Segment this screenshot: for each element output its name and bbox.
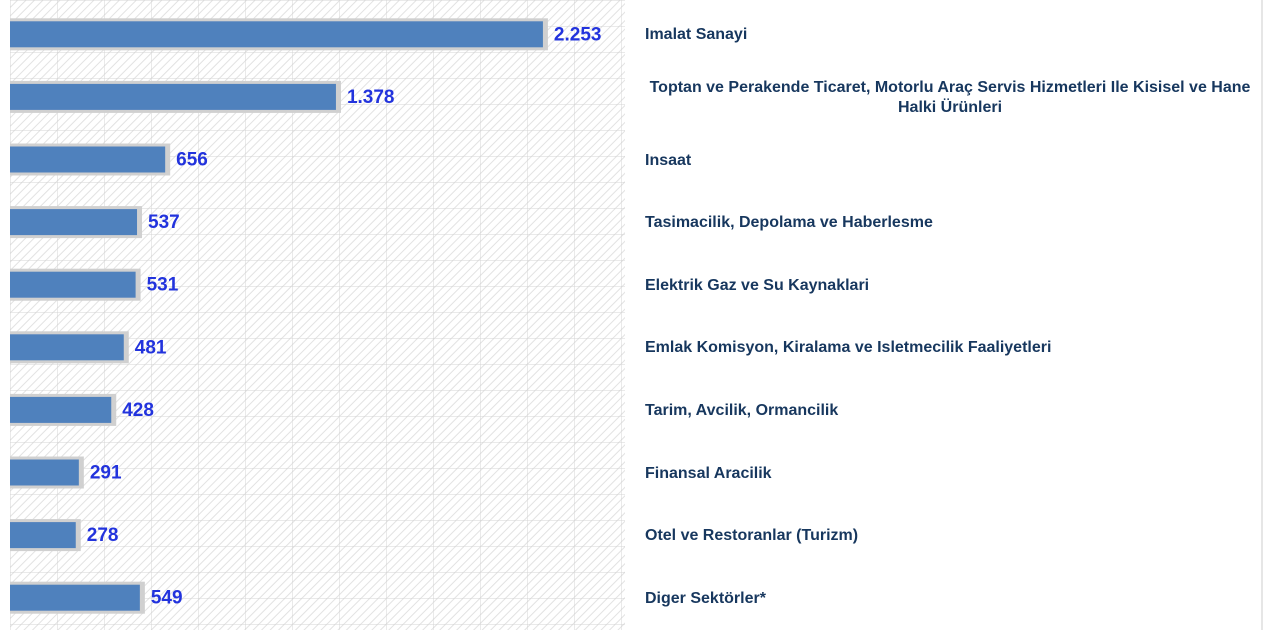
- category-label: Otel ve Restoranlar (Turizm): [645, 527, 859, 545]
- category-label: Finansal Aracilik: [645, 464, 772, 482]
- category-label: Emlak Komisyon, Kiralama ve Isletmecilik…: [645, 339, 1052, 357]
- bar: [10, 209, 138, 236]
- bar: [10, 83, 336, 110]
- bar: [10, 271, 136, 298]
- category-label: Elektrik Gaz ve Su Kaynaklari: [645, 276, 870, 294]
- value-label: 278: [87, 525, 119, 546]
- value-label: 531: [147, 275, 179, 296]
- value-label: 656: [176, 150, 208, 171]
- bar: [10, 522, 76, 549]
- bar: [10, 584, 140, 611]
- value-label: 2.253: [554, 24, 602, 45]
- category-label: Tasimacilik, Depolama ve Haberlesme: [645, 214, 933, 232]
- value-label: 291: [90, 463, 122, 484]
- category-label: Insaat: [645, 151, 692, 169]
- value-label: 549: [151, 588, 183, 609]
- category-label: Diger Sektörler*: [645, 589, 766, 607]
- category-label: Toptan ve Perakende Ticaret, Motorlu Ara…: [649, 78, 1251, 116]
- value-label: 1.378: [347, 87, 395, 108]
- bar: [10, 334, 124, 361]
- bar: [10, 396, 112, 423]
- value-label: 537: [148, 212, 180, 233]
- category-label: Imalat Sanayi: [645, 26, 748, 44]
- value-label: 428: [122, 400, 154, 421]
- value-label: 481: [135, 337, 167, 358]
- bar: [10, 21, 543, 48]
- bar: [10, 146, 166, 173]
- category-label: Tarim, Avcilik, Ormancilik: [645, 401, 839, 419]
- bar: [10, 459, 79, 486]
